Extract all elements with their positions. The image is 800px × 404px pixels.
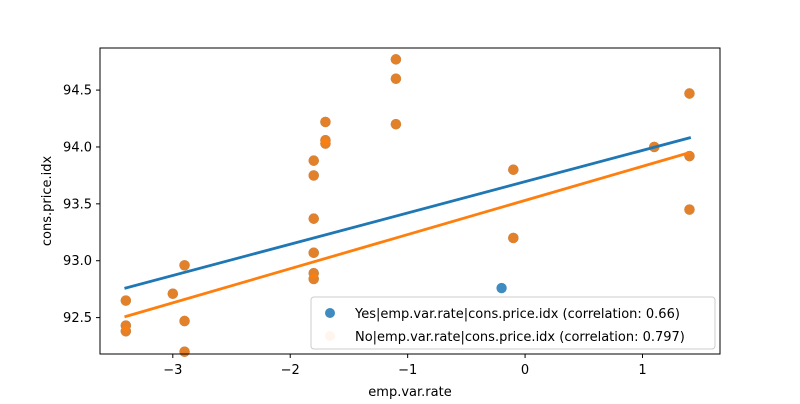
data-points [120, 54, 695, 357]
data-point-no [390, 54, 402, 65]
y-axis-label: cons.price.idx [40, 156, 55, 247]
y-tick-label: 92.5 [63, 311, 92, 326]
x-axis: −3 −2 −1 0 1 [163, 354, 647, 378]
x-tick-label: 1 [638, 363, 646, 378]
data-point-no [684, 88, 695, 99]
y-axis: 92.5 93.0 93.5 94.0 94.5 [63, 84, 100, 326]
regression-lines [124, 136, 692, 319]
y-tick-label: 94.0 [63, 140, 92, 155]
data-point-no [508, 164, 519, 175]
data-point-no [308, 273, 319, 285]
data-point-no [308, 170, 319, 181]
data-point-no [179, 260, 190, 271]
data-point-no [308, 155, 319, 166]
data-point-no [179, 346, 190, 357]
legend-marker-yes [325, 308, 335, 318]
data-point-no [308, 213, 319, 224]
legend: Yes|emp.var.rate|cons.price.idx (correla… [310, 296, 716, 350]
fit-line-yes [124, 136, 692, 290]
data-point-no [120, 295, 132, 306]
x-tick-label: 0 [521, 363, 529, 378]
legend-label-yes: Yes|emp.var.rate|cons.price.idx (correla… [354, 307, 680, 322]
x-tick-label: −2 [281, 363, 300, 378]
x-axis-label: emp.var.rate [368, 385, 451, 400]
plot-frame [99, 47, 721, 355]
data-point-no [508, 232, 519, 244]
fit-line-no [124, 150, 692, 319]
legend-marker-no [325, 331, 335, 341]
y-tick-label: 93.0 [63, 254, 92, 269]
data-point-no [120, 326, 132, 337]
data-point-no [684, 204, 695, 215]
legend-box [310, 296, 716, 350]
data-point-no [320, 116, 331, 128]
data-point-no [308, 247, 319, 258]
x-tick-label: −1 [398, 363, 417, 378]
y-tick-label: 93.5 [63, 197, 92, 212]
data-point-yes [496, 282, 507, 294]
data-point-no [167, 288, 179, 299]
data-point-no [179, 315, 190, 327]
data-point-no [390, 119, 402, 130]
data-point-no [390, 73, 402, 84]
legend-label-no: No|emp.var.rate|cons.price.idx (correlat… [355, 330, 685, 345]
data-point-no [320, 138, 331, 149]
y-tick-label: 94.5 [63, 84, 92, 99]
x-tick-label: −3 [163, 363, 182, 378]
